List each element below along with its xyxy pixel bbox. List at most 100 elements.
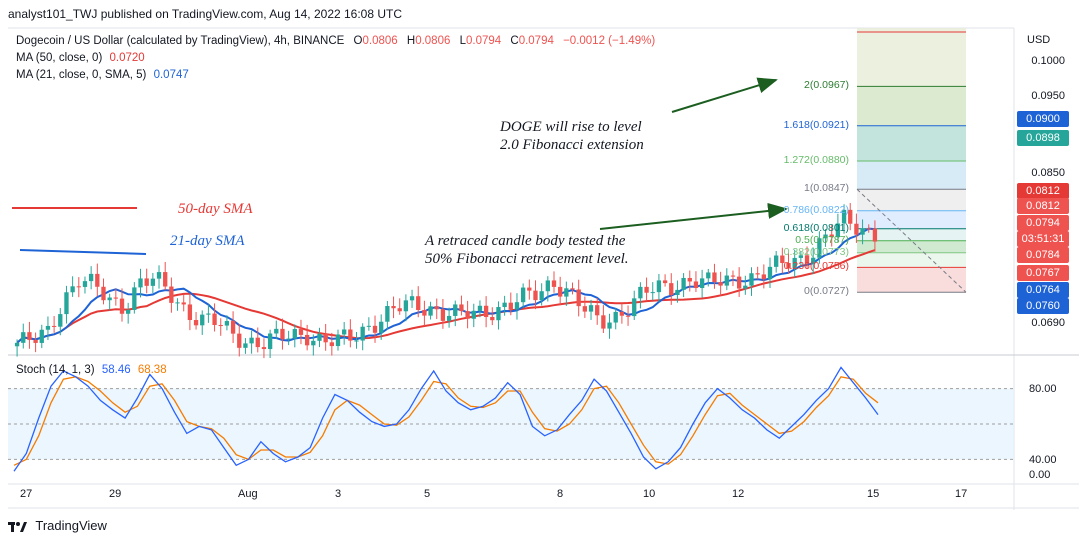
high-label: H	[406, 35, 416, 47]
candle-body	[718, 282, 723, 286]
stoch-label: Stoch (14, 1, 3)	[16, 364, 95, 376]
time-tick: 17	[955, 488, 968, 500]
price-tick: 0.1000	[1031, 55, 1065, 67]
candle-body	[292, 329, 297, 339]
candle-body	[39, 329, 44, 343]
time-tick: 27	[20, 488, 33, 500]
candle-body	[379, 321, 384, 333]
candle-body	[841, 209, 847, 224]
stoch-legend: Stoch (14, 1, 3) 58.46 68.38	[16, 364, 167, 376]
time-tick: 8	[557, 488, 564, 500]
candle-body	[681, 277, 686, 290]
candle-body	[255, 337, 260, 348]
candle-body	[360, 326, 365, 341]
candle-body	[156, 272, 162, 279]
candle-body	[798, 255, 804, 258]
candle-body	[854, 223, 859, 235]
fib-zone	[857, 160, 966, 190]
candle-body	[860, 228, 865, 235]
candle-body	[261, 347, 267, 350]
candle-body	[632, 298, 637, 317]
ohlc-close: C0.0794	[510, 35, 554, 47]
candle-body	[385, 306, 390, 322]
candle-body	[304, 334, 310, 346]
tradingview-brand[interactable]: TradingView	[8, 518, 107, 533]
candle-body	[545, 280, 550, 292]
candle-body	[465, 311, 470, 319]
candle-body	[249, 337, 254, 344]
candle-body	[866, 228, 871, 230]
candle-body	[274, 328, 279, 334]
time-tick: 3	[335, 488, 342, 500]
candle-body	[58, 314, 63, 327]
fib-zone	[857, 28, 966, 87]
fib-label: 1.272(0.0880)	[783, 153, 849, 166]
candle-body	[558, 286, 563, 297]
candle-body	[761, 274, 766, 280]
candle-body	[706, 272, 711, 279]
rise-arrow	[671, 77, 778, 113]
candle-body	[372, 325, 378, 333]
price-tag: 0.0898	[1017, 130, 1069, 146]
publisher-text: analyst101_TWJ published on TradingView.…	[8, 7, 403, 21]
candle-body	[477, 305, 483, 311]
candle-body	[767, 266, 773, 280]
candle-body	[144, 278, 149, 286]
time-tick: 15	[867, 488, 880, 500]
candle-body	[613, 311, 618, 323]
stoch-band	[8, 388, 1014, 460]
stochastic-pane	[8, 366, 1014, 472]
candle-body	[724, 275, 729, 286]
retrace-note-line2: 50% Fibonacci retracement level.	[425, 251, 629, 267]
price-tag: 0.0767	[1017, 265, 1069, 281]
change-value: −0.0012 (−1.49%)	[563, 35, 656, 47]
symbol-legend: Dogecoin / US Dollar (calculated by Trad…	[16, 35, 655, 47]
candle-body	[45, 325, 51, 330]
candle-body	[14, 342, 20, 347]
candle-body	[27, 332, 32, 340]
time-tick: Aug	[238, 488, 258, 500]
price-tag: 0.0900	[1017, 111, 1069, 127]
time-tick: 5	[424, 488, 431, 500]
fib-zone	[857, 189, 966, 211]
fib-zone	[857, 267, 966, 293]
ohlc-high: H0.0806	[407, 35, 451, 47]
low-value: 0.0794	[465, 35, 502, 47]
ma50-legend: MA (50, close, 0) 0.0720	[16, 52, 145, 64]
candle-body	[243, 343, 248, 348]
candle-body	[416, 296, 421, 310]
retrace-note: A retraced candle body tested the 50% Fi…	[425, 232, 629, 268]
candle-body	[483, 305, 489, 317]
candles	[14, 203, 878, 359]
candle-body	[33, 339, 38, 343]
ma50-value: 0.0720	[109, 52, 145, 64]
candle-body	[588, 305, 594, 312]
price-tag: 0.0794	[1017, 215, 1069, 231]
fib-levels	[856, 28, 967, 293]
publisher-bar: analyst101_TWJ published on TradingView.…	[0, 0, 1079, 28]
candle-body	[527, 287, 532, 291]
candle-body	[403, 300, 409, 312]
price-tag: 0.0812	[1017, 198, 1069, 214]
ohlc-low: L0.0794	[460, 35, 502, 47]
candle-body	[736, 276, 742, 289]
rise-note-line1: DOGE will rise to level	[500, 119, 642, 135]
candle-body	[453, 304, 458, 316]
candle-body	[224, 321, 230, 326]
candle-body	[601, 315, 606, 329]
fib-label: 0.382(0.0773)	[783, 245, 849, 258]
candle-body	[95, 273, 100, 287]
candle-body	[792, 257, 797, 269]
retrace-note-line1: A retraced candle body tested the	[425, 233, 626, 249]
fib-zone	[857, 210, 966, 229]
ma21-label: MA (21, close, 0, SMA, 5)	[16, 69, 147, 81]
candle-body	[82, 281, 88, 287]
candle-body	[348, 329, 353, 341]
candle-body	[576, 289, 581, 307]
price-tag: 0.0760	[1017, 298, 1069, 314]
candle-body	[126, 309, 131, 314]
candle-body	[422, 309, 427, 316]
stoch-d-value: 68.38	[137, 364, 167, 376]
stoch-tick: 80.00	[1029, 383, 1057, 395]
